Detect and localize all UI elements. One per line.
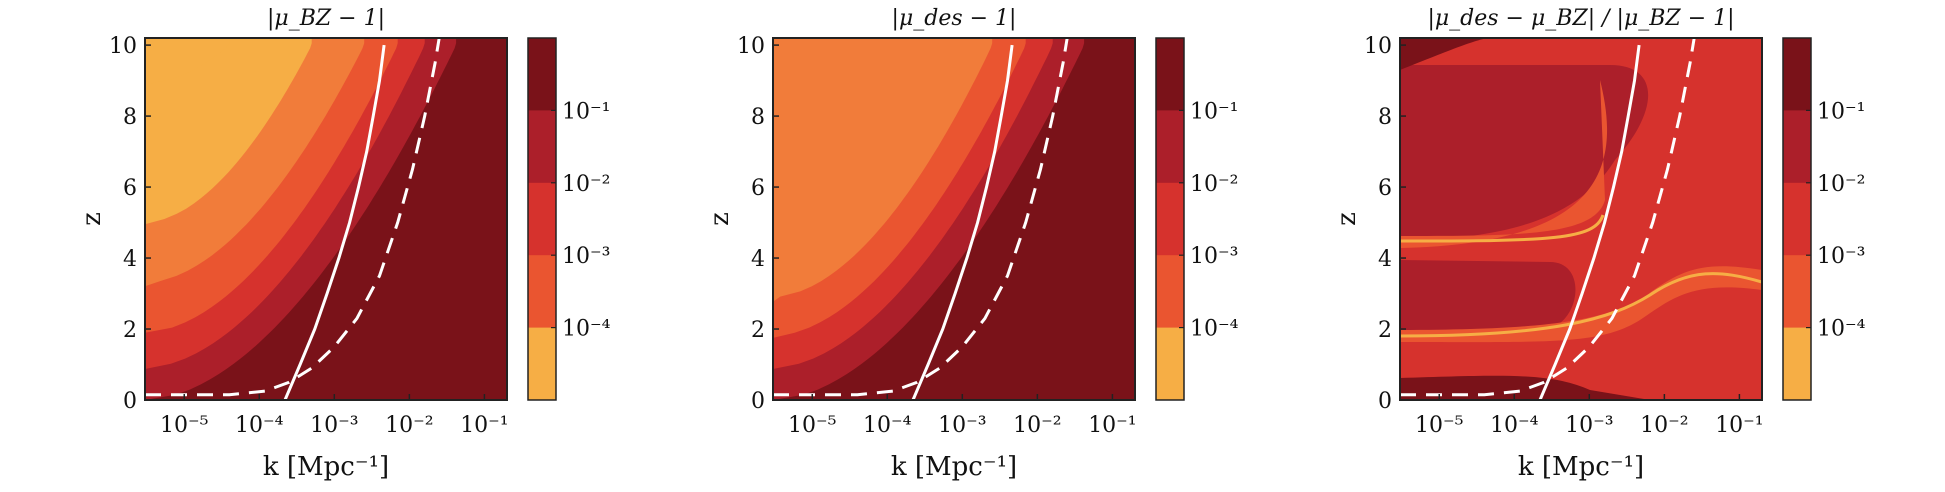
colorbar-segment (528, 182, 556, 256)
y-tick-label: 0 (123, 389, 137, 414)
region-top-left (1400, 38, 1490, 70)
x-tick-label: 10⁻⁵ (160, 413, 208, 438)
x-tick-label: 10⁻³ (310, 413, 358, 438)
colorbar-segment (1156, 182, 1184, 256)
colorbar-tick-label: 10⁻² (1817, 172, 1865, 197)
plot-area (1400, 38, 1762, 400)
y-tick-label: 8 (1378, 105, 1392, 130)
plot-frame (772, 37, 1136, 401)
x-axis-label: k [Mpc⁻¹] (891, 452, 1017, 482)
x-tick-label: 10⁻¹ (1088, 413, 1136, 438)
y-tick-label: 8 (751, 105, 765, 130)
colorbar-segment (1783, 255, 1811, 329)
y-tick-label: 2 (1378, 318, 1392, 343)
y-tick-label: 0 (751, 389, 765, 414)
colorbar-segment (1783, 327, 1811, 401)
y-tick-label: 4 (751, 247, 765, 272)
panel-title: |μ_des − μ_BZ| / |μ_BZ − 1| (1427, 6, 1734, 31)
colorbar-segment (528, 327, 556, 401)
colorbar-segment (528, 110, 556, 184)
contour-level-5 (773, 38, 1135, 400)
plot-area (145, 38, 507, 400)
y-axis-label: z (77, 212, 107, 226)
panel-3: |μ_des − μ_BZ| / |μ_BZ − 1| 0 2 4 6 8 10 10⁻⁵ 10… (1332, 6, 1866, 482)
panel-2: |μ_des − 1| 0 2 4 6 8 10 10⁻⁵ 10⁻⁴ 10⁻³ 10⁻² 10⁻¹ k … (705, 6, 1239, 482)
dashed-curve (1400, 38, 1696, 397)
solid-curve (1538, 44, 1641, 400)
plot-frame (144, 37, 508, 401)
y-tick-label: 4 (123, 247, 137, 272)
y-tick-label: 8 (123, 105, 137, 130)
y-tick-label: 0 (1378, 389, 1392, 414)
colorbar-segment (1156, 110, 1184, 184)
x-tick-label: 10⁻² (1013, 413, 1061, 438)
colorbar-tick-label: 10⁻² (1190, 172, 1238, 197)
colorbar-segment (528, 255, 556, 329)
band-upper-light (1400, 214, 1605, 243)
colorbar-tick-label: 10⁻² (562, 172, 610, 197)
contour-level-5 (145, 38, 507, 400)
x-axis-label: k [Mpc⁻¹] (1518, 452, 1644, 482)
y-tick-label: 6 (123, 176, 137, 201)
solid-curve (911, 44, 1014, 400)
colorbar-tick-label: 10⁻⁴ (562, 317, 611, 342)
colorbar-segment (1156, 327, 1184, 401)
region-high-z-dark (1400, 65, 1649, 240)
colorbar-tick-label: 10⁻¹ (1817, 99, 1865, 124)
y-tick-label: 10 (1364, 34, 1392, 59)
colorbar-frame (1155, 37, 1185, 401)
colorbar-tick-label: 10⁻¹ (562, 99, 610, 124)
colorbar-segment (1783, 182, 1811, 256)
x-tick-label: 10⁻⁴ (863, 413, 912, 438)
panel-title: |μ_BZ − 1| (267, 6, 385, 31)
plot-area (773, 38, 1135, 400)
panel-1: |μ_BZ − 1| 0 2 4 6 8 10 10⁻⁵ 10⁻⁴ 10⁻³ 10⁻² 10⁻¹ k [… (77, 6, 611, 482)
colorbar-segment (528, 38, 556, 111)
x-tick-label: 10⁻³ (938, 413, 986, 438)
colorbar-tick-label: 10⁻⁴ (1190, 317, 1239, 342)
colorbar-frame (527, 37, 557, 401)
x-tick-label: 10⁻⁴ (1490, 413, 1539, 438)
panel-title: |μ_des − 1| (892, 6, 1017, 31)
solid-curve (283, 44, 386, 400)
x-tick-label: 10⁻⁵ (788, 413, 836, 438)
y-tick-label: 10 (737, 34, 765, 59)
band-lower-orange (1400, 266, 1762, 343)
dashed-curve (145, 38, 441, 397)
x-tick-label: 10⁻⁴ (235, 413, 284, 438)
x-tick-label: 10⁻² (385, 413, 433, 438)
colorbar-tick-label: 10⁻¹ (1190, 99, 1238, 124)
y-tick-label: 6 (751, 176, 765, 201)
colorbar-tick-label: 10⁻³ (1190, 244, 1238, 269)
colorbar-tick-label: 10⁻⁴ (1817, 317, 1866, 342)
y-tick-label: 4 (1378, 247, 1392, 272)
y-axis-label: z (705, 212, 735, 226)
x-tick-label: 10⁻³ (1565, 413, 1613, 438)
x-tick-label: 10⁻¹ (1715, 413, 1763, 438)
x-axis-label: k [Mpc⁻¹] (263, 452, 389, 482)
colorbar-segment (1156, 38, 1184, 111)
y-tick-label: 10 (109, 34, 137, 59)
plot-frame (1399, 37, 1763, 401)
x-tick-label: 10⁻⁵ (1415, 413, 1463, 438)
x-tick-label: 10⁻¹ (460, 413, 508, 438)
colorbar-tick-label: 10⁻³ (1817, 244, 1865, 269)
y-tick-label: 2 (123, 318, 137, 343)
region-mid-z-dark (1400, 260, 1576, 330)
y-tick-label: 2 (751, 318, 765, 343)
colorbar-tick-label: 10⁻³ (562, 244, 610, 269)
colorbar-segment (1783, 110, 1811, 184)
colorbar-segment (1156, 255, 1184, 329)
x-tick-label: 10⁻² (1640, 413, 1688, 438)
y-axis-label: z (1332, 212, 1362, 226)
colorbar-frame (1782, 37, 1812, 401)
y-tick-label: 6 (1378, 176, 1392, 201)
dashed-curve (773, 38, 1069, 397)
band-lower-light (1400, 272, 1762, 338)
colorbar-segment (1783, 38, 1811, 111)
